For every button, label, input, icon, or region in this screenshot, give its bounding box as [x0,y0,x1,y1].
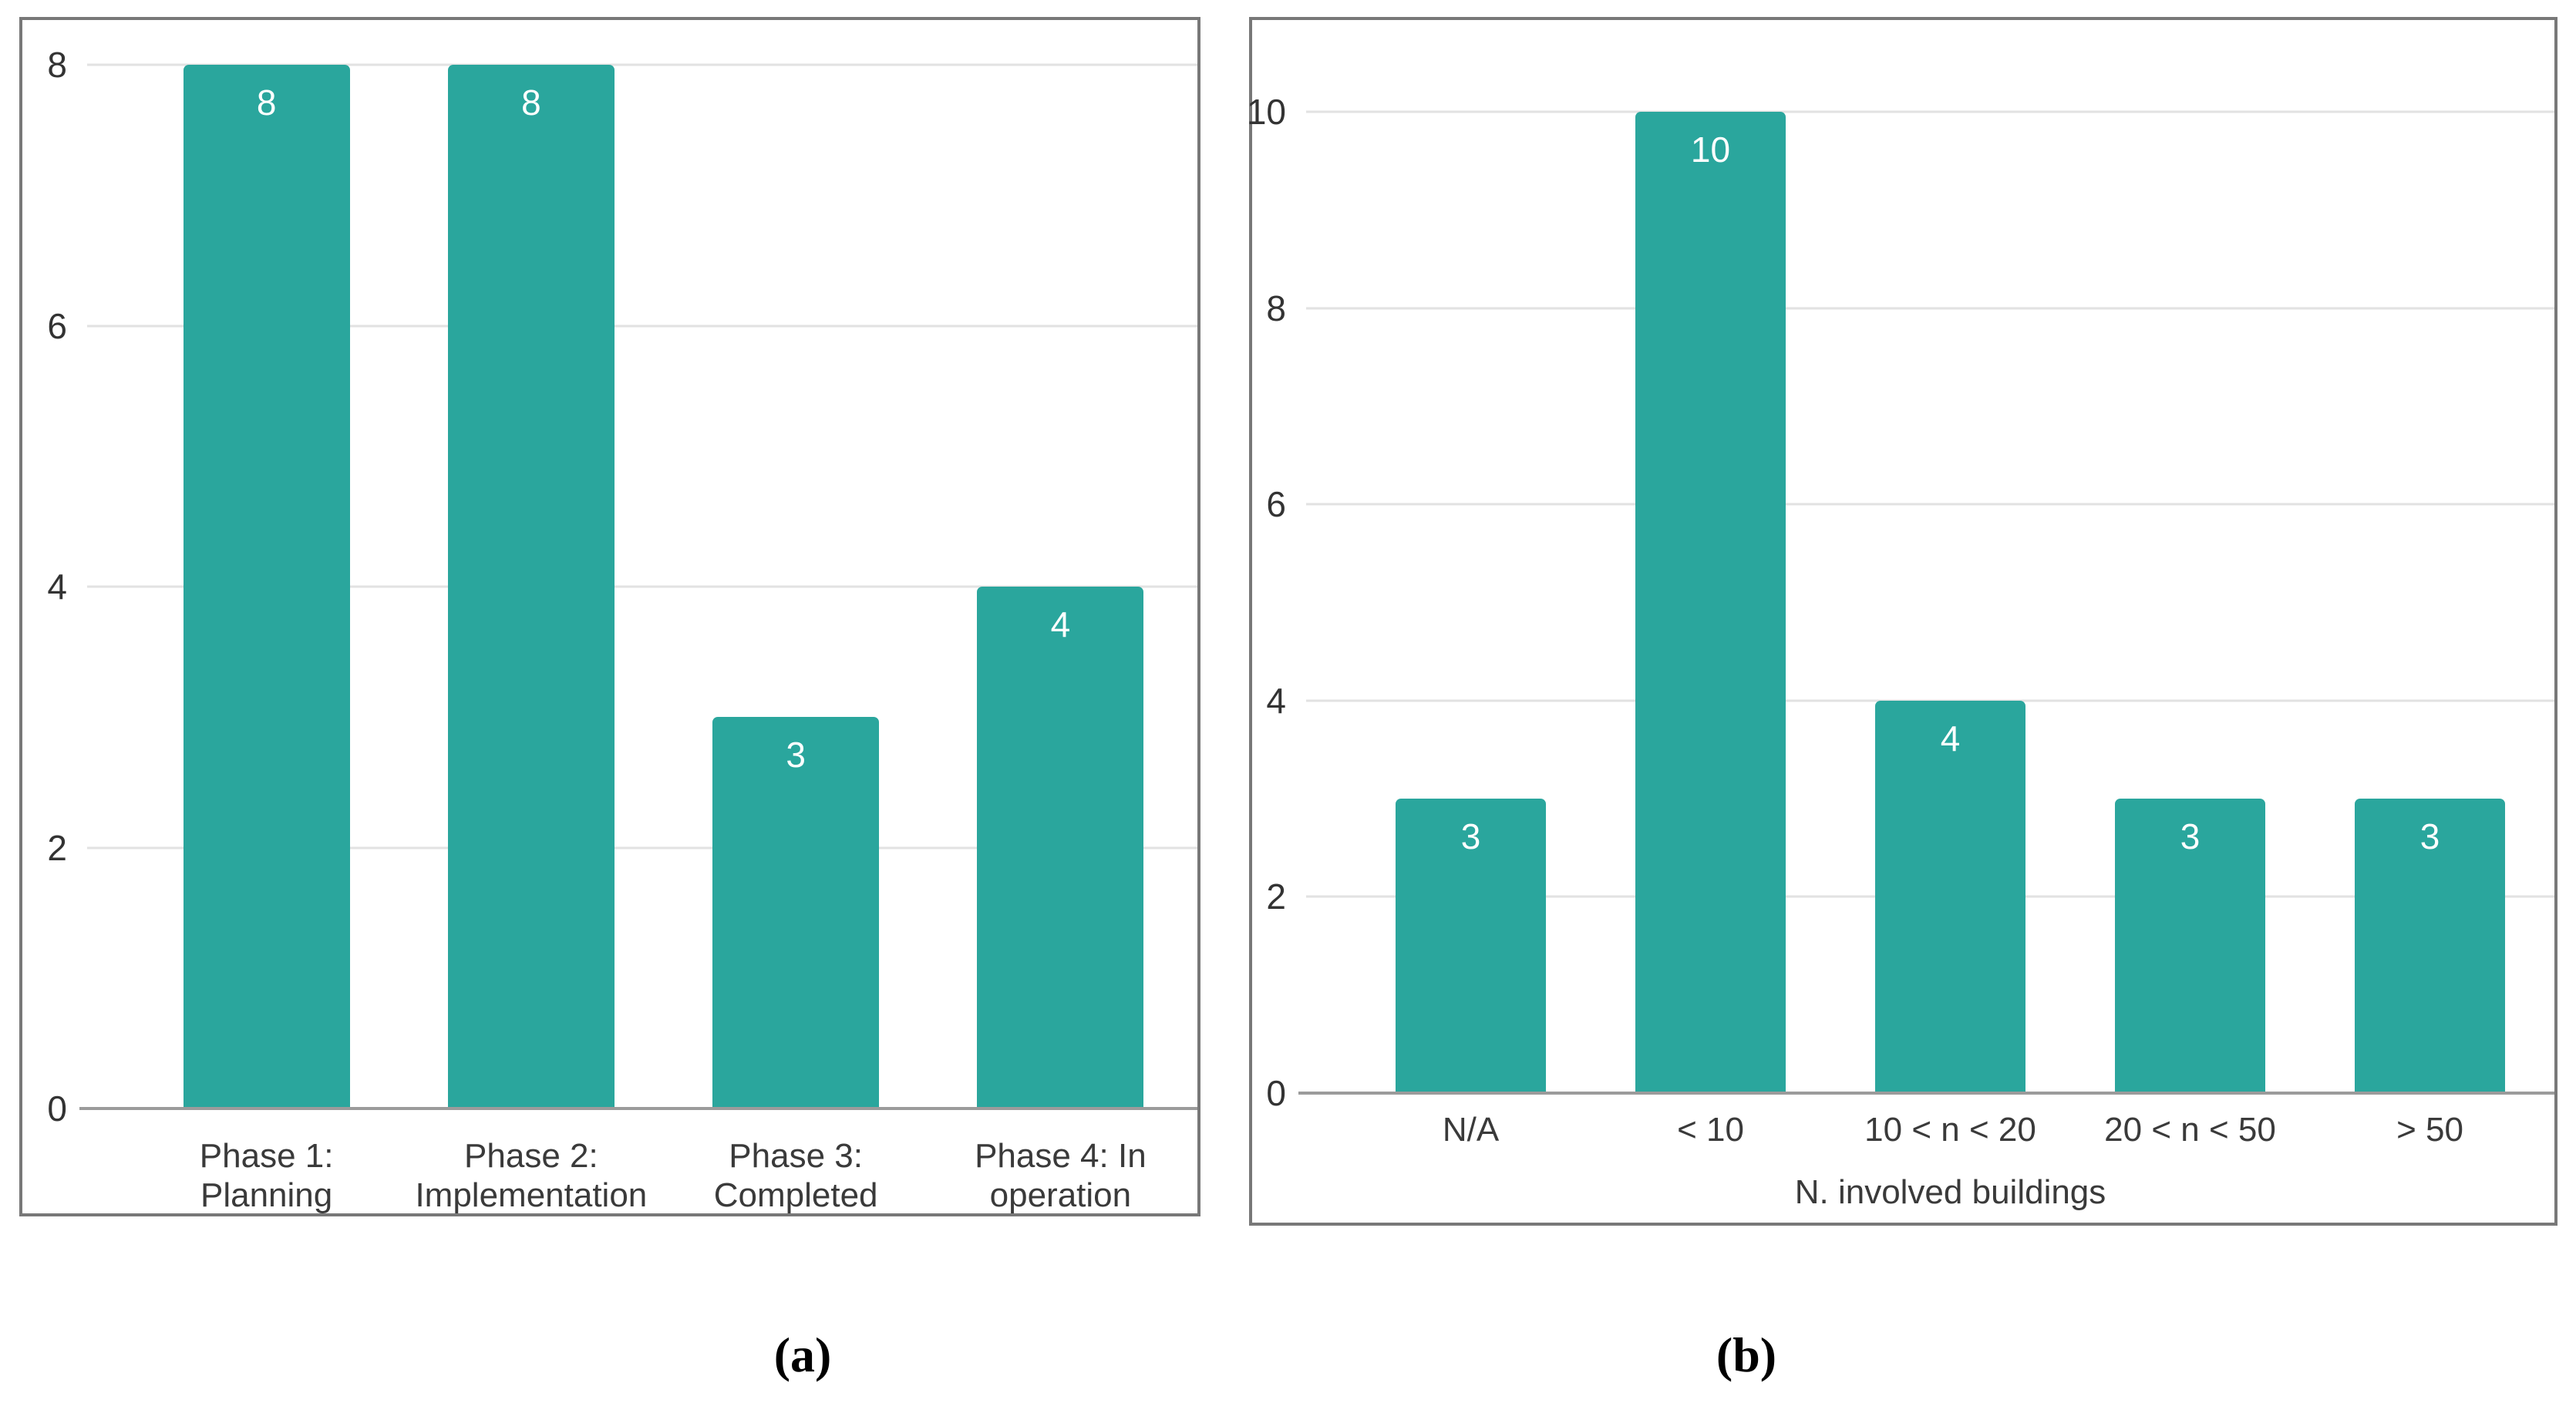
x-axis-baseline [79,1107,1197,1110]
gridline [1306,503,2554,506]
bar-slot: 3 [664,65,928,1109]
bar: 8 [183,65,350,1109]
x-axis-title: N. involved buildings [1794,1173,2106,1211]
bar: 8 [447,65,615,1109]
bar: 3 [2354,799,2506,1093]
y-tick-label: 0 [47,1088,67,1129]
bar: 10 [1635,112,1786,1093]
y-tick-label: 10 [1246,92,1286,132]
bar: 4 [977,587,1144,1109]
chart-panel-a: 0 2 4 6 8 8 8 3 4 Phase 1: Planning Phase 2: Imp… [19,17,1200,1216]
x-category-label: < 10 [1677,1111,1744,1149]
y-tick-label: 6 [1266,484,1286,525]
x-category-label: Phase 1: Planning [199,1137,334,1215]
bar-slot: 3 [2070,112,2310,1093]
bar-slot: 8 [134,65,399,1109]
bar: 3 [2114,799,2266,1093]
subfigure-caption-a: (a) [773,1327,832,1382]
x-category-label: 10 < n < 20 [1864,1111,2036,1149]
bar: 3 [1395,799,1547,1093]
gridline [87,325,1197,327]
y-tick-label: 4 [1266,680,1286,721]
bar-value-label: 10 [1690,130,1731,170]
plot-grid: 0 2 4 6 8 [47,47,1197,1126]
bar-slot: 4 [1830,112,2070,1093]
chart-panel-b: 0 2 4 6 8 10 3 10 4 3 3 N/A < 10 10 < n < 20 20 < n … [1246,17,2557,1226]
bar-slot: 3 [1351,112,1591,1093]
bar-value-label: 3 [786,735,806,775]
bar-value-label: 4 [1940,718,1961,759]
gridline [1306,307,2554,310]
bars-area: 3 10 4 3 3 [1351,112,2550,1093]
x-category-labels: Phase 1: Planning Phase 2: Implementation… [134,1136,1193,1215]
y-tick-label: 4 [47,567,67,607]
gridline [1306,110,2554,113]
x-category-label: > 50 [2396,1111,2463,1149]
x-category-label: Phase 4: In operation [975,1137,1147,1215]
bar-slot: 4 [928,65,1193,1109]
x-category-labels: N/A < 10 10 < n < 20 20 < n < 50 > 50 [1351,1110,2550,1149]
bar-value-label: 8 [256,82,277,123]
gridline [87,63,1197,66]
x-category-label: N/A [1442,1111,1500,1149]
bar-slot: 8 [399,65,663,1109]
y-tick-label: 6 [47,305,67,346]
bar-value-label: 4 [1050,604,1071,644]
bar-value-label: 3 [1460,816,1481,857]
x-category-label: Phase 2: Implementation [415,1137,648,1215]
y-tick-label: 2 [47,827,67,868]
bar-value-label: 3 [2419,816,2440,857]
y-tick-label: 0 [1266,1073,1286,1113]
bars-area: 8 8 3 4 [134,65,1193,1109]
bar-slot: 10 [1591,112,1830,1093]
bar: 3 [712,717,880,1109]
gridline [87,585,1197,588]
x-axis-baseline [1298,1092,2554,1095]
bar-value-label: 8 [521,82,541,123]
y-tick-label: 8 [1266,288,1286,328]
bar-slot: 3 [2310,112,2550,1093]
gridline [87,846,1197,849]
x-category-label: 20 < n < 50 [2104,1111,2276,1149]
bar: 4 [1874,700,2026,1093]
y-tick-label: 2 [1266,876,1286,917]
bar-value-label: 3 [2180,816,2201,857]
x-category-label: Phase 3: Completed [713,1137,878,1215]
y-tick-label: 8 [47,45,67,85]
subfigure-caption-b: (b) [1716,1327,1777,1382]
